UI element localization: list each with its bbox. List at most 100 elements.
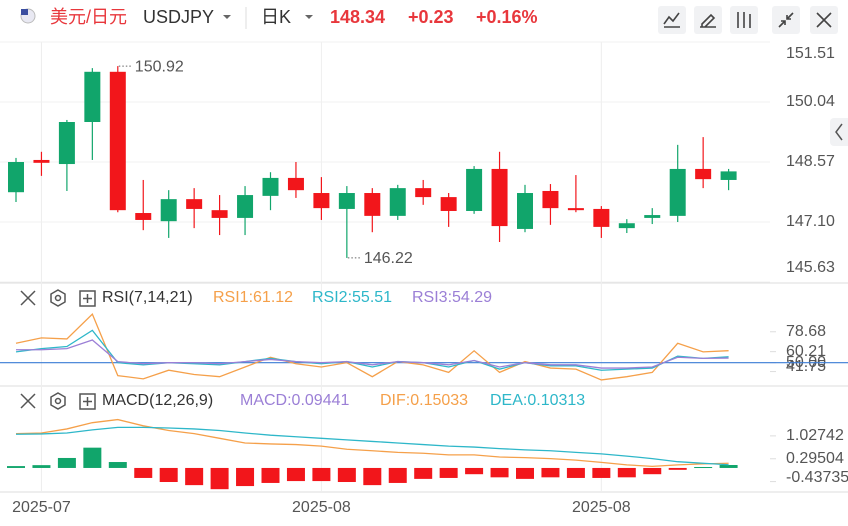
candle-body <box>415 188 432 198</box>
macd-bar <box>236 467 255 487</box>
candle-body <box>186 199 203 209</box>
settings-icon-dot <box>54 397 62 405</box>
series-line <box>16 339 729 369</box>
y-tick-label: 150.04 <box>786 93 835 110</box>
candle-body <box>84 71 101 122</box>
series-line <box>15 329 729 371</box>
macd-bar <box>57 457 76 468</box>
candle-body <box>109 71 126 211</box>
macd-bar <box>312 467 331 482</box>
candle-body <box>8 162 24 193</box>
add-icon-plus <box>83 294 92 303</box>
macd-bar <box>490 467 509 478</box>
candle-body <box>669 168 686 216</box>
dropdown-caret[interactable] <box>305 15 313 19</box>
candle-body <box>211 210 228 218</box>
header: 美元/日元 USDJPY 日K 148.34 +0.23 +0.16% <box>20 6 838 34</box>
settings-icon[interactable] <box>50 289 66 307</box>
candle-body <box>262 177 279 196</box>
legend-entry: RSI3:54.29 <box>412 289 492 306</box>
legend-entry: MACD:0.09441 <box>240 392 349 409</box>
macd-bar <box>134 467 153 478</box>
macd-bar <box>719 465 738 468</box>
legend-entry: RSI1:61.12 <box>213 289 293 306</box>
y-tick-label: 0.29504 <box>786 450 844 467</box>
candle-body <box>618 223 635 229</box>
candle-body <box>160 199 177 222</box>
panel-title: RSI(7,14,21) <box>102 289 193 306</box>
collapse-icon <box>778 12 794 28</box>
x-tick-label: 2025-08 <box>572 499 631 516</box>
settings-icon[interactable] <box>50 392 66 410</box>
y-tick-label: 151.51 <box>786 45 835 62</box>
candle-body <box>58 122 75 165</box>
close-icon <box>816 12 832 28</box>
chart-type-icon <box>737 12 751 28</box>
collapse-button[interactable] <box>772 6 800 34</box>
price-change: +0.23 <box>408 7 454 27</box>
candle-body <box>720 171 737 180</box>
period[interactable]: 日K <box>261 7 291 27</box>
macd-bar <box>566 467 585 478</box>
macd-bar <box>439 467 458 478</box>
add-icon-plus <box>83 397 92 406</box>
symbol[interactable]: USDJPY <box>143 7 214 27</box>
panel-controls <box>20 289 96 410</box>
macd-bar <box>363 467 382 486</box>
y-tick-label: 147.10 <box>786 213 835 230</box>
x-tick-label: 2025-08 <box>292 499 351 516</box>
macd-bar <box>159 467 178 483</box>
candle-body <box>338 193 355 209</box>
macd-bar <box>668 467 687 470</box>
candle-body <box>466 168 483 211</box>
settings-icon-dot <box>54 294 62 302</box>
macd-bar <box>541 467 560 478</box>
candle-body <box>517 193 533 229</box>
remove-icon[interactable] <box>20 290 36 306</box>
series-line <box>15 313 729 381</box>
dropdown-caret[interactable] <box>223 15 231 19</box>
pair-name[interactable]: 美元/日元 <box>50 7 127 27</box>
candle-body <box>644 215 661 218</box>
y-tick-label: 1.02742 <box>786 427 844 444</box>
candle-body <box>313 193 330 209</box>
candle-body <box>593 208 610 227</box>
legend-entry: DEA:0.10313 <box>490 392 585 409</box>
candle-body <box>542 190 559 209</box>
draw-button[interactable] <box>694 6 722 34</box>
macd-bar <box>516 467 534 479</box>
indicator-icon <box>663 12 680 28</box>
y-tick-label: 148.57 <box>786 153 835 170</box>
y-tick-label: 41.75 <box>786 358 826 375</box>
remove-icon[interactable] <box>20 393 36 409</box>
macd-bar <box>210 467 229 490</box>
high-annotation: 150.92 <box>135 58 184 75</box>
macd-bar <box>108 462 127 468</box>
macd-bar <box>388 467 407 483</box>
macd-bar <box>261 467 280 483</box>
candle-body <box>440 197 457 211</box>
macd-bar <box>83 447 102 468</box>
flag-canton <box>21 9 28 15</box>
candle-body <box>287 177 304 191</box>
x-tick-label: 2025-07 <box>12 499 71 516</box>
panel-title: MACD(12,26,9) <box>102 392 213 409</box>
series-line <box>15 418 729 468</box>
macd-bar <box>465 467 484 475</box>
y-tick-label: 78.68 <box>786 323 826 340</box>
candle-body <box>237 195 254 218</box>
macd-bar <box>7 466 25 468</box>
add-icon[interactable] <box>79 290 96 307</box>
y-tick-label: -0.43735 <box>786 469 848 486</box>
candle-body <box>33 159 50 163</box>
add-icon[interactable] <box>79 393 96 410</box>
series-line <box>15 426 729 466</box>
low-annotation: 146.22 <box>364 250 413 267</box>
toolbar <box>658 6 838 34</box>
candle-body <box>567 208 584 211</box>
candle-body <box>364 193 381 216</box>
candle-body <box>695 168 712 180</box>
side-tab[interactable] <box>830 118 848 146</box>
